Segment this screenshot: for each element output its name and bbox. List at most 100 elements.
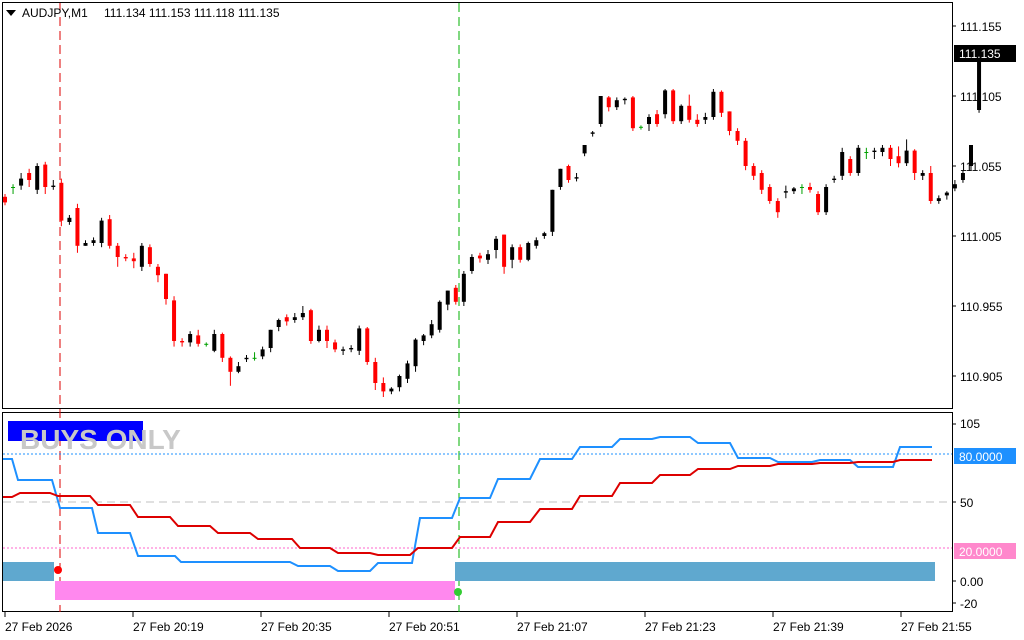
banner-background — [8, 421, 143, 441]
indicator-tick: 105 — [960, 417, 980, 431]
candle-body — [791, 188, 796, 192]
candle-body — [542, 233, 547, 236]
indicator-tick: -20 — [960, 597, 978, 611]
candle-body — [252, 357, 257, 359]
time-tick: 27 Feb 20:19 — [133, 620, 204, 634]
time-tick: 27 Feb 21:07 — [517, 620, 588, 634]
candle-body — [928, 173, 933, 201]
time-tick: 27 Feb 21:23 — [645, 620, 716, 634]
price-window[interactable] — [2, 2, 953, 409]
candle-body — [751, 166, 756, 176]
candle-body — [727, 111, 732, 131]
candle-body — [719, 91, 724, 113]
candle-body — [244, 357, 249, 360]
candle-body — [107, 219, 112, 246]
candle-body — [647, 117, 651, 124]
candle-body — [276, 320, 281, 327]
candle-body — [437, 301, 442, 330]
time-tick: 27 Feb 21:39 — [773, 620, 844, 634]
candle-body — [695, 119, 700, 124]
candle-body — [856, 147, 861, 173]
candle-body — [663, 90, 668, 115]
triangle-down-icon[interactable] — [6, 10, 16, 16]
candle-body — [872, 150, 877, 152]
candle-body — [494, 238, 499, 250]
candle-body — [622, 98, 627, 101]
candle-body — [43, 164, 48, 187]
current-price-label: 111.135 — [959, 47, 1001, 61]
candle-body — [341, 349, 346, 351]
candle-body — [220, 334, 225, 358]
candle-body — [952, 184, 957, 189]
candle-body — [799, 187, 804, 188]
candle-body — [204, 343, 209, 345]
candle-body — [196, 335, 201, 344]
candle-body — [147, 247, 152, 264]
price-tick: 111.105 — [960, 90, 1002, 104]
candle-body — [59, 182, 64, 221]
candle-body — [131, 258, 136, 262]
candle-body — [711, 91, 716, 117]
candle-body — [365, 328, 370, 362]
candle-body — [904, 150, 909, 164]
candle-body — [333, 342, 338, 350]
candle-body — [325, 329, 329, 341]
candle-body — [808, 187, 812, 190]
candle-body — [405, 363, 410, 379]
price-axis: 111.155 111.105 111.055 111.005 110.955 … — [952, 20, 1003, 384]
candles-group — [3, 61, 982, 397]
candle-body — [687, 105, 692, 120]
candle-body — [638, 126, 643, 128]
candle-body — [164, 273, 168, 299]
candle-body — [703, 117, 708, 120]
candle-body — [606, 97, 611, 108]
candle-body — [83, 243, 88, 246]
candle-body — [582, 145, 587, 154]
price-tick: 111.055 — [960, 160, 1002, 174]
candle-body — [816, 194, 821, 213]
candle-body — [19, 178, 24, 186]
candle-body — [735, 131, 740, 141]
candle-body — [67, 217, 72, 222]
histogram-bar-blue — [3, 562, 54, 581]
candle-body — [139, 245, 144, 267]
candle-body — [461, 273, 466, 302]
buys-only-banner: BUYS ONLY — [20, 424, 181, 455]
candle-body — [357, 328, 362, 351]
time-tick: 27 Feb 20:51 — [389, 620, 460, 634]
candle-body — [864, 152, 869, 153]
candle-body — [566, 166, 571, 180]
candle-body — [518, 247, 523, 260]
candle-body — [284, 317, 289, 322]
candle-body — [300, 313, 305, 318]
price-tick: 110.905 — [960, 370, 1003, 384]
candle-body — [429, 324, 434, 336]
current-price-tag — [954, 45, 1016, 62]
candle-body — [123, 257, 128, 259]
candle-body — [590, 132, 595, 134]
candle-body — [155, 266, 160, 276]
candle-body — [308, 310, 313, 341]
candle-body — [759, 173, 764, 190]
candle-body — [767, 187, 772, 201]
time-tick: 27 Feb 2026 — [5, 620, 73, 634]
time-tick: 27 Feb 21:55 — [901, 620, 972, 634]
candle-body — [115, 245, 120, 257]
candle-body — [268, 329, 273, 348]
candle-body — [445, 290, 450, 305]
candle-body — [75, 208, 80, 246]
candle-body — [977, 61, 982, 110]
candle-body — [316, 329, 321, 341]
candle-body — [920, 173, 925, 176]
time-axis: 27 Feb 2026 27 Feb 20:19 27 Feb 20:35 27… — [4, 612, 972, 634]
time-tick: 27 Feb 20:35 — [261, 620, 332, 634]
buy-signal-dot — [454, 588, 462, 596]
candle-body — [896, 156, 901, 164]
candle-body — [783, 191, 788, 193]
oscillator-red-line — [3, 459, 932, 556]
candle-body — [349, 348, 354, 350]
candle-body — [630, 97, 635, 129]
candle-body — [11, 187, 16, 188]
candle-body — [534, 240, 539, 246]
